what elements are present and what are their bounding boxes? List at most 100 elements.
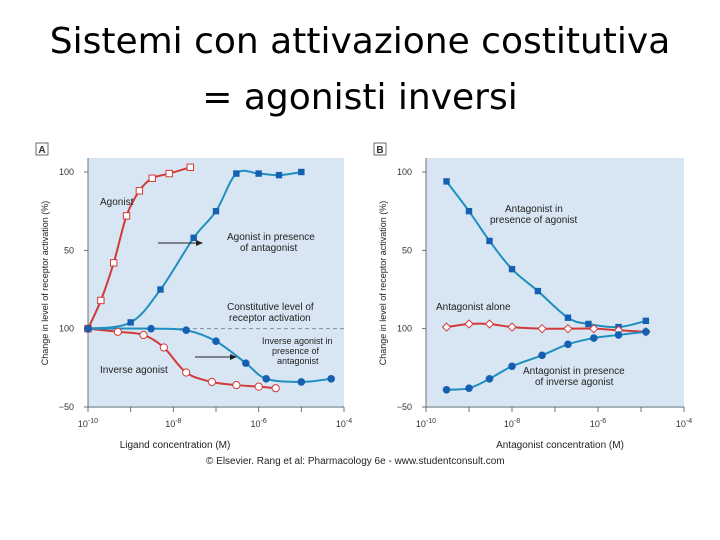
y-tick-label: 100 (397, 324, 412, 334)
data-point (147, 324, 155, 333)
data-point (507, 322, 517, 332)
data-point (534, 287, 542, 295)
data-point (84, 324, 92, 333)
y-tick-label: 50 (402, 245, 412, 255)
label-antagonist-presence-agonist: Antagonist in presence of agonist (490, 204, 578, 226)
data-point (232, 380, 241, 390)
data-point (182, 368, 191, 377)
data-point (233, 170, 240, 177)
data-point (113, 327, 122, 336)
data-point (165, 169, 173, 178)
data-point (585, 320, 592, 328)
panel-a-plot-area (88, 158, 344, 408)
data-point (589, 323, 599, 334)
data-point (255, 170, 262, 177)
data-point (207, 377, 216, 387)
x-tick-label: 10-10 (416, 418, 436, 429)
data-point (485, 375, 494, 383)
panel-b-ylabel: Change in level of receptor activation (… (378, 201, 388, 366)
panel-b-label: B (376, 145, 383, 156)
data-point (441, 322, 452, 332)
slide-title-line-1: Sistemi con attivazione costitutiva (49, 21, 671, 62)
data-point (135, 187, 144, 195)
panel-b-label-box (373, 142, 387, 156)
data-point (271, 384, 280, 393)
data-point (465, 207, 473, 215)
data-point (212, 207, 220, 215)
data-point (139, 330, 148, 340)
data-point (563, 323, 573, 334)
data-point (564, 340, 572, 349)
y-tick-label: −50 (59, 402, 74, 412)
data-point (254, 382, 263, 391)
data-point (508, 265, 516, 273)
data-point (242, 359, 250, 367)
x-tick-label: 10-4 (676, 418, 692, 429)
x-tick-label: 10-6 (590, 418, 606, 429)
panel-b-xlabel: Antagonist concentration (M) (496, 440, 624, 451)
x-tick-label: 10-8 (504, 418, 520, 429)
data-point (538, 351, 546, 360)
data-point (327, 375, 335, 383)
panel-a-label: A (38, 145, 45, 156)
data-point (159, 343, 168, 352)
panel-b: B 100 50 100 −50 10-10 10-8 10-6 10-4 Antagonis… (373, 142, 692, 451)
data-point (508, 362, 516, 371)
data-point (157, 286, 164, 293)
x-tick-label: 10-6 (251, 418, 267, 429)
label-agonist-presence-antagonist: Agonist in presence of antagonist (227, 232, 315, 254)
x-tick-label: 10-8 (165, 418, 181, 429)
data-point (484, 319, 495, 329)
x-tick-label: 10-10 (78, 418, 98, 429)
y-tick-label: 100 (59, 324, 74, 334)
label-antagonist-alone: Antagonist alone (436, 302, 511, 313)
data-point (275, 171, 283, 179)
data-point (465, 384, 473, 393)
data-point (614, 331, 623, 339)
data-point (590, 334, 598, 342)
data-point (190, 234, 197, 241)
data-point (537, 323, 547, 334)
data-point (109, 259, 118, 267)
label-antagonist-presence-inverse-agonist: Antagonist in presence of inverse agonist (523, 366, 625, 388)
label-constitutive-level: Constitutive level of receptor activation (227, 302, 314, 324)
data-point (642, 328, 650, 336)
data-point (298, 168, 305, 176)
y-tick-label: 50 (64, 245, 74, 255)
panel-a-axes: 100 50 100 −50 10-10 10-8 10-6 10-4 (59, 158, 352, 429)
panel-b-plot-area (426, 158, 684, 408)
figure-credit: © Elsevier. Rang et al: Pharmacology 6e … (206, 456, 505, 467)
data-point (442, 385, 451, 394)
data-point (127, 319, 134, 326)
data-point (182, 326, 190, 335)
panel-a-ylabel: Change in level of receptor activation (… (40, 201, 50, 366)
x-tick-label: 10-4 (336, 418, 352, 429)
panel-b-axes: 100 50 100 −50 10-10 10-8 10-6 10-4 (397, 158, 692, 429)
arrow-a1-head (196, 240, 203, 246)
arrow-a2-head (230, 354, 237, 360)
panel-b-markers (441, 178, 651, 394)
y-tick-label: 100 (397, 167, 412, 177)
data-point (297, 378, 306, 386)
panel-a: A 100 50 100 −50 10-10 10-8 10-6 10-4 Agonist A… (35, 142, 352, 451)
data-point (148, 174, 156, 182)
data-point (443, 178, 450, 185)
data-point (212, 337, 220, 346)
data-point (97, 296, 105, 305)
slide-title-line-2: = agonisti inversi (202, 77, 518, 118)
panel-a-xlabel: Ligand concentration (M) (120, 440, 231, 451)
label-inverse-agonist-presence-antagonist: Inverse agonist in presence of antagonist (262, 336, 333, 366)
data-point (262, 375, 270, 383)
data-point (464, 319, 474, 329)
data-point (186, 163, 195, 172)
y-tick-label: 100 (59, 167, 74, 177)
panel-a-label-box (35, 142, 49, 156)
panel-a-markers (83, 163, 335, 393)
label-inverse-agonist: Inverse agonist (100, 365, 168, 376)
label-agonist: Agonist (100, 197, 134, 208)
data-point (642, 317, 650, 325)
y-tick-label: −50 (397, 402, 412, 412)
data-point (564, 314, 572, 321)
data-point (122, 212, 131, 220)
